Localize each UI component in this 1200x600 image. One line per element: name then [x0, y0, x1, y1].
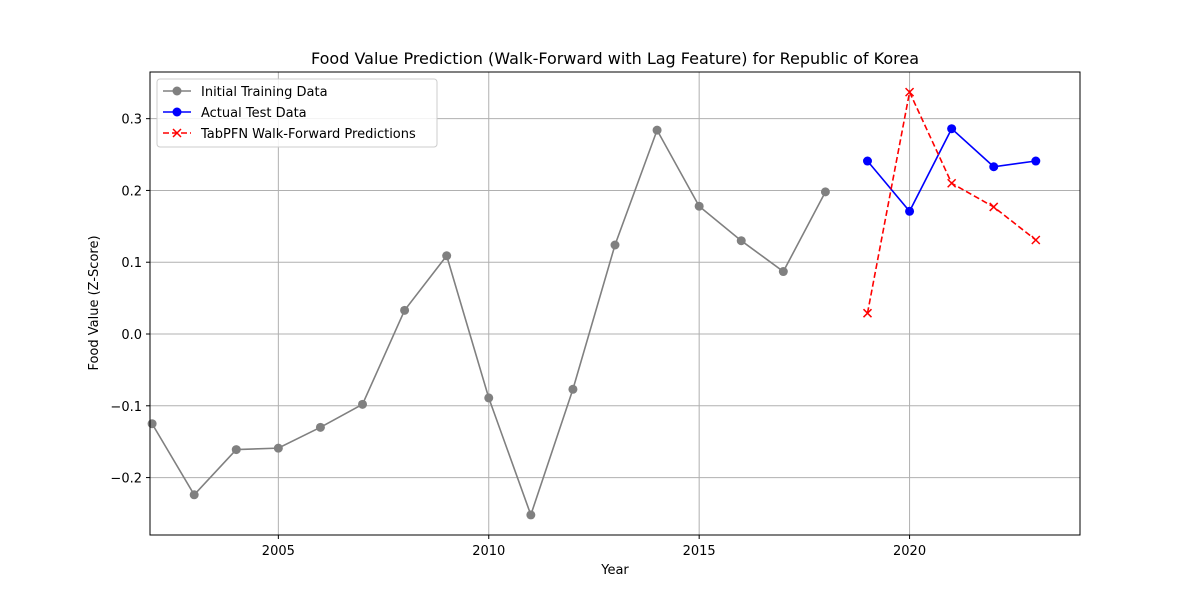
- series-initial-training-data: [147, 125, 830, 520]
- marker-stroke: [862, 308, 873, 318]
- data-point: [694, 201, 704, 211]
- y-tick-label: 0.2: [121, 184, 142, 199]
- data-point: [652, 125, 662, 135]
- x-tick-label: 2015: [683, 544, 716, 559]
- marker-stroke: [905, 87, 915, 97]
- legend-box: [156, 78, 438, 148]
- data-point: [484, 393, 494, 403]
- data-point: [526, 510, 536, 520]
- chart-title: Food Value Prediction (Walk-Forward with…: [311, 49, 919, 68]
- data-point: [315, 422, 325, 432]
- data-point: [778, 267, 788, 277]
- data-point: [947, 124, 957, 134]
- series-actual-test-data: [862, 124, 1041, 216]
- data-point: [905, 206, 915, 216]
- y-axis: −0.2 −0.1 0.0 0.1 0.2 0.3: [110, 113, 150, 487]
- y-tick-label: −0.1: [110, 400, 142, 415]
- series-line-actual-test-data: [866, 127, 1036, 213]
- y-tick-label: −0.2: [110, 472, 142, 487]
- legend-swatch-marker: [172, 128, 182, 138]
- data-point: [989, 162, 999, 172]
- y-tick-label: 0.3: [121, 113, 142, 128]
- x-tick-label: 2010: [472, 544, 505, 559]
- legend-label: Actual Test Data: [201, 106, 307, 121]
- legend-label: Initial Training Data: [201, 85, 328, 100]
- data-point: [862, 156, 872, 166]
- data-point: [905, 87, 915, 97]
- legend-swatch-marker: [172, 86, 182, 96]
- data-point: [989, 202, 999, 212]
- plot-frame: [149, 71, 1081, 536]
- data-point: [147, 419, 157, 429]
- x-tick-label: 2020: [893, 544, 926, 559]
- data-point: [231, 445, 241, 455]
- marker-stroke: [947, 178, 957, 188]
- y-tick-label: 0.0: [121, 328, 142, 343]
- series-layer: [147, 87, 1041, 520]
- data-point: [568, 384, 578, 394]
- data-point: [442, 251, 452, 261]
- legend-swatch-marker: [172, 107, 182, 117]
- data-point: [820, 187, 830, 197]
- data-point: [358, 399, 368, 409]
- legend-item-tabpfn-walk-forward-predictions: TabPFN Walk-Forward Predictions: [163, 127, 416, 142]
- data-point: [273, 443, 283, 453]
- data-point: [947, 178, 957, 188]
- grid: [150, 72, 1080, 535]
- x-tick-label: 2005: [262, 544, 295, 559]
- marker-stroke: [172, 128, 182, 138]
- y-tick-label: 0.1: [121, 256, 142, 271]
- x-axis-label: Year: [600, 563, 629, 578]
- marker-stroke: [989, 202, 999, 212]
- data-point: [1031, 235, 1041, 245]
- series-tabpfn-walk-forward-predictions: [862, 87, 1041, 318]
- data-point: [736, 236, 746, 246]
- data-point: [610, 240, 620, 250]
- y-axis-label: Food Value (Z-Score): [87, 235, 102, 370]
- x-axis: 2005 2010 2015 2020: [262, 535, 926, 559]
- legend-item-actual-test-data: Actual Test Data: [163, 106, 307, 121]
- legend-label: TabPFN Walk-Forward Predictions: [200, 127, 416, 142]
- marker-stroke: [1031, 235, 1041, 245]
- legend: Initial Training Data Actual Test Data Tab…: [156, 78, 438, 148]
- data-point: [1031, 156, 1041, 166]
- legend-item-initial-training-data: Initial Training Data: [163, 85, 328, 100]
- data-point: [189, 490, 199, 500]
- data-point: [400, 305, 410, 315]
- data-point: [862, 308, 873, 318]
